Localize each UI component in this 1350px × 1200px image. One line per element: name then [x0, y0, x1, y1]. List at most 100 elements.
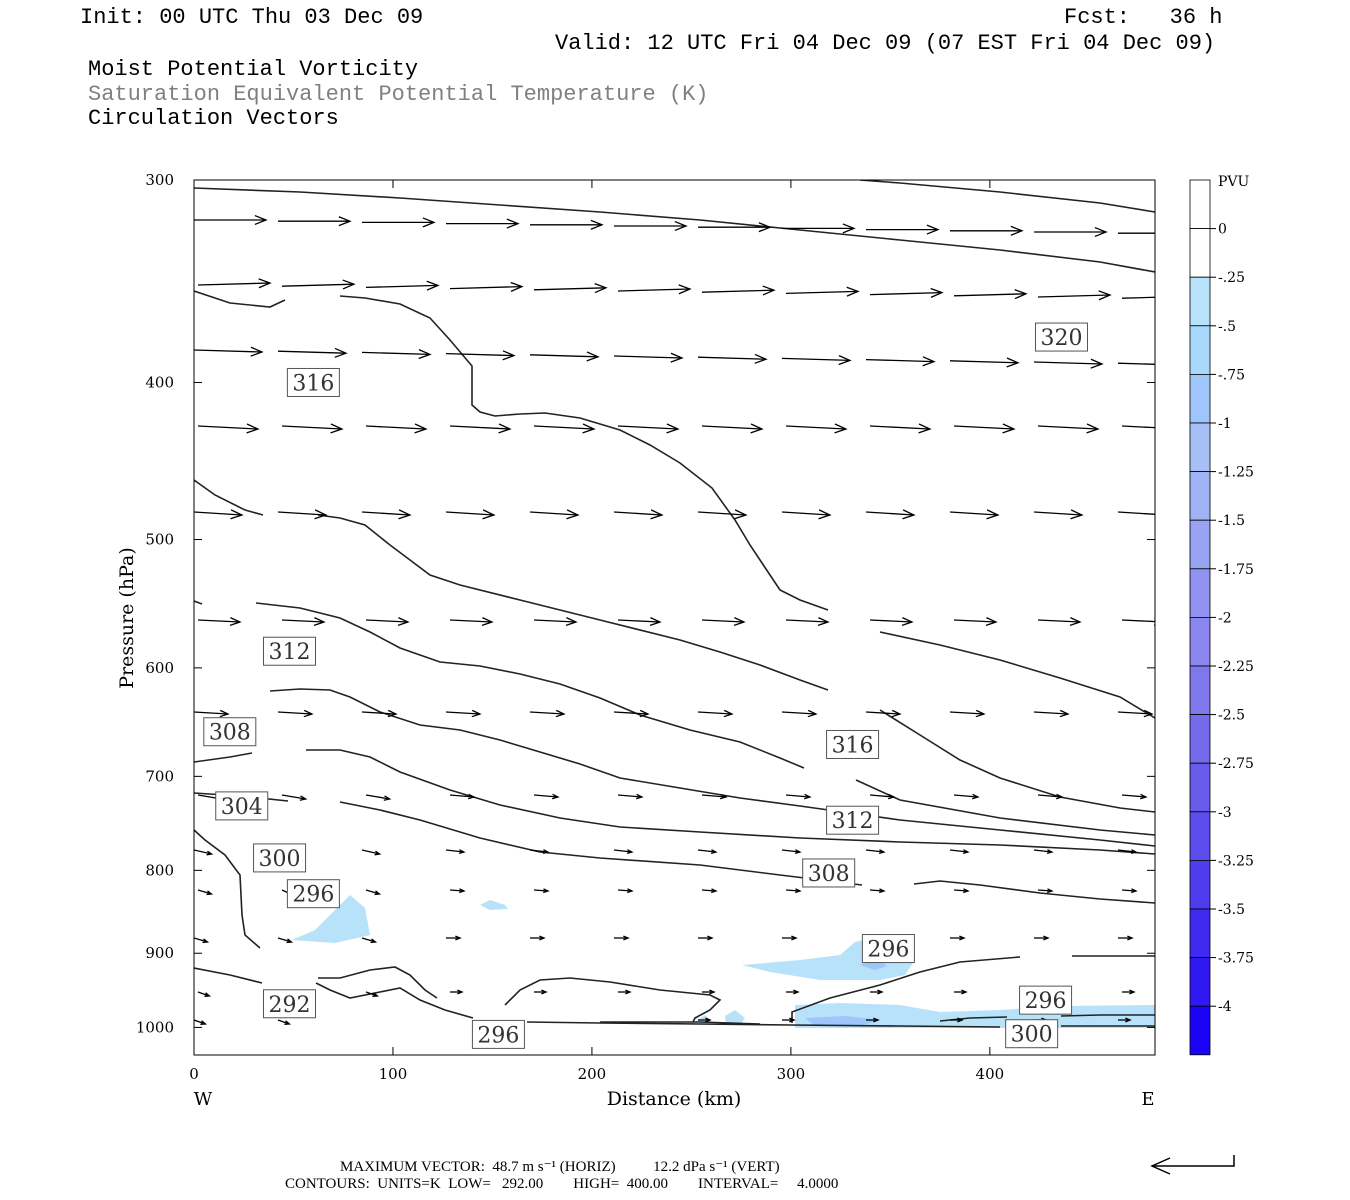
- circulation-vector-head: [1090, 358, 1104, 369]
- circulation-vector: [865, 511, 914, 516]
- circulation-vector: [1121, 296, 1155, 299]
- circulation-vector: [445, 511, 494, 516]
- colorbar-swatch: [1189, 665, 1211, 715]
- circulation-vector-head: [590, 219, 604, 230]
- circulation-vector-head: [891, 709, 902, 718]
- circulation-vector: [781, 511, 830, 516]
- colorbar-label: -.25: [1218, 270, 1245, 286]
- contour-label-box: [471, 1019, 525, 1049]
- theta-es-contour: [194, 479, 264, 516]
- circulation-vector: [281, 425, 342, 430]
- circulation-vector: [613, 355, 682, 359]
- circulation-vector-head: [457, 989, 464, 995]
- circulation-vector-head: [709, 989, 716, 995]
- circulation-vector: [277, 1019, 290, 1025]
- circulation-vector: [445, 849, 464, 853]
- circulation-vector: [449, 285, 522, 290]
- circulation-vector-head: [1139, 793, 1148, 800]
- circulation-vector-head: [414, 423, 428, 434]
- colorbar-swatch: [1189, 714, 1211, 764]
- colorbar-swatch: [1189, 1005, 1211, 1056]
- circulation-vector-head: [1055, 793, 1064, 800]
- theta-es-contour: [859, 180, 1155, 213]
- x-tick-label: 400: [976, 1065, 1005, 1083]
- circulation-vector: [449, 619, 492, 623]
- circulation-vector: [365, 889, 380, 895]
- circulation-vector: [277, 350, 346, 354]
- circulation-vector: [865, 849, 884, 853]
- circulation-vector: [194, 711, 228, 715]
- colorbar-swatch: [1189, 519, 1211, 570]
- circulation-vector-head: [807, 709, 818, 718]
- contour-label-box: [1019, 985, 1073, 1015]
- circulation-vector: [781, 711, 816, 715]
- circulation-vector-head: [1043, 935, 1050, 941]
- circulation-vector-head: [594, 283, 608, 294]
- field-title-theta-es: Saturation Equivalent Potential Temperat…: [88, 82, 709, 107]
- circulation-vector-head: [1086, 423, 1100, 434]
- circulation-vector-head: [705, 1017, 712, 1023]
- colorbar-swatch: [1189, 908, 1211, 958]
- circulation-vector-head: [878, 849, 886, 854]
- circulation-vector-head: [842, 223, 856, 234]
- forecast-hour: Fcst: 36 h: [1064, 5, 1223, 30]
- circulation-vector-head: [1069, 617, 1082, 627]
- mpv-negative-area: [292, 895, 370, 943]
- contour-label: 316: [832, 733, 874, 758]
- circulation-vector-head: [627, 888, 634, 894]
- circulation-vector-head: [1179, 229, 1190, 238]
- circulation-vector: [613, 711, 648, 715]
- circulation-vector-head: [1175, 360, 1186, 369]
- circulation-vector-head: [370, 938, 378, 944]
- colorbar-swatch: [1189, 860, 1211, 910]
- circulation-vector: [697, 849, 716, 853]
- circulation-vector-head: [303, 709, 314, 718]
- circulation-vector-head: [471, 709, 482, 718]
- circulation-vector: [277, 937, 292, 943]
- circulation-vector-head: [342, 279, 356, 290]
- circulation-vector-head: [723, 709, 734, 718]
- colorbar-swatch: [1189, 617, 1211, 667]
- circulation-vector-head: [372, 992, 380, 997]
- circulation-vector-head: [711, 888, 718, 894]
- circulation-vector: [953, 619, 996, 623]
- circulation-vector: [365, 619, 408, 623]
- circulation-vector: [194, 511, 242, 516]
- circulation-vector-head: [202, 938, 210, 944]
- circulation-vector-head: [762, 285, 776, 296]
- circulation-vector-head: [1014, 289, 1028, 300]
- contour-label: 320: [1040, 326, 1082, 351]
- circulation-vector: [529, 511, 578, 516]
- circulation-vector: [869, 889, 885, 892]
- circulation-vector: [277, 711, 312, 715]
- circulation-vector: [533, 794, 558, 798]
- circulation-vector-head: [586, 351, 600, 362]
- contour-label-box: [203, 717, 257, 747]
- mpv-negative-area: [805, 1016, 880, 1026]
- y-tick-label: 900: [145, 944, 174, 962]
- y-tick-label: 400: [145, 373, 174, 391]
- circulation-vector-head: [481, 617, 494, 627]
- circulation-vector-head: [918, 423, 932, 434]
- contour-label: 296: [867, 938, 909, 963]
- colorbar-label: 0: [1218, 222, 1227, 238]
- circulation-vector-head: [818, 509, 832, 520]
- circulation-vector-head: [794, 849, 802, 854]
- circulation-vector-head: [543, 888, 550, 894]
- x-tick-label: 0: [189, 1065, 199, 1083]
- circulation-vector: [197, 889, 212, 895]
- circulation-vector-head: [922, 356, 936, 367]
- circulation-vector: [197, 991, 210, 997]
- circulation-vector-head: [498, 423, 512, 434]
- theta-es-contour: [255, 602, 805, 769]
- y-tick-label: 1000: [136, 1018, 174, 1036]
- circulation-vector-head: [1153, 617, 1155, 627]
- colorbar-unit: PVU: [1218, 174, 1250, 190]
- circulation-vector: [281, 283, 354, 287]
- colorbar-label: -2: [1218, 610, 1232, 626]
- contour-label-box: [253, 843, 307, 873]
- circulation-vector: [449, 889, 465, 892]
- colorbar-swatch: [1189, 179, 1211, 229]
- contour-label-box: [802, 858, 856, 888]
- circulation-vector: [1037, 294, 1110, 298]
